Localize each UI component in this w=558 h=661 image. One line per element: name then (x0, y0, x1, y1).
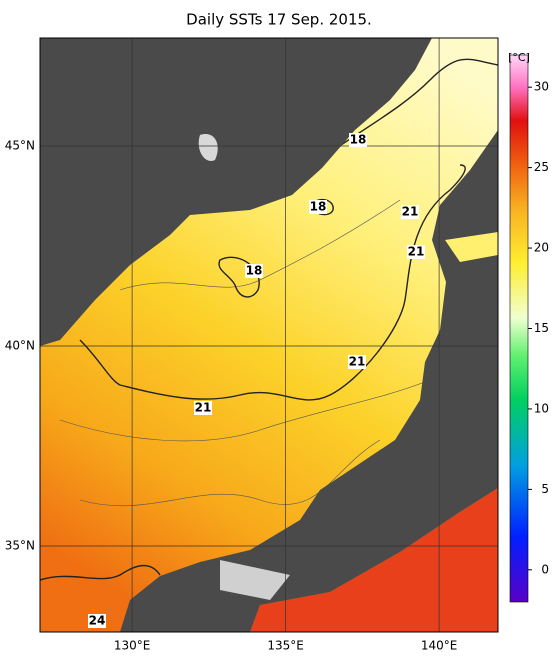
contour-label-bg (309, 200, 327, 214)
colorbar-tick-label: 10 (534, 401, 549, 415)
colorbar-tick-label: 5 (541, 482, 549, 496)
contour-label-bg (407, 245, 425, 259)
contour-label-bg (245, 264, 263, 278)
contour (79, 164, 466, 401)
no-data (198, 134, 218, 161)
contour (59, 379, 431, 442)
colorbar-unit: [°C] (508, 51, 530, 64)
contour-label-bg (348, 355, 366, 369)
contour (40, 564, 161, 581)
colorbar-tick-label: 25 (534, 160, 549, 174)
contour-label: 18 (350, 133, 367, 147)
lat-label: 40°N (5, 339, 35, 353)
lon-label: 140°E (421, 639, 458, 653)
colorbar (509, 54, 529, 603)
contour (79, 439, 381, 507)
contour-label-bg (401, 205, 419, 219)
contour-label: 21 (408, 245, 425, 259)
no-data (220, 560, 290, 600)
title: Daily SSTs 17 Sep. 2015. (186, 11, 372, 29)
contour-label: 21 (402, 205, 419, 219)
lon-label: 130°E (114, 639, 151, 653)
contour-label: 21 (349, 355, 366, 369)
contour-label-bg (194, 401, 212, 415)
contour-label-bg (88, 614, 106, 628)
map-frame (39, 37, 499, 633)
pacific-warm (250, 488, 498, 632)
colorbar-tick-label: 30 (534, 80, 549, 94)
contour (218, 256, 260, 298)
colorbar-tick-label: 15 (534, 321, 549, 335)
land (40, 38, 432, 346)
land (120, 130, 498, 632)
lat-label: 35°N (5, 539, 35, 553)
colorbar-tick-label: 20 (534, 241, 549, 255)
lat-label: 45°N (5, 139, 35, 153)
contour-label: 18 (246, 264, 263, 278)
lon-label: 135°E (267, 639, 304, 653)
sea (445, 232, 498, 262)
contour-label: 18 (310, 200, 327, 214)
contour (119, 199, 401, 291)
colorbar-tick-label: 0 (541, 562, 549, 576)
map-area (40, 38, 498, 632)
contour-label-bg (349, 133, 367, 147)
contour-label: 24 (89, 614, 106, 628)
contour-label: 21 (195, 401, 212, 415)
